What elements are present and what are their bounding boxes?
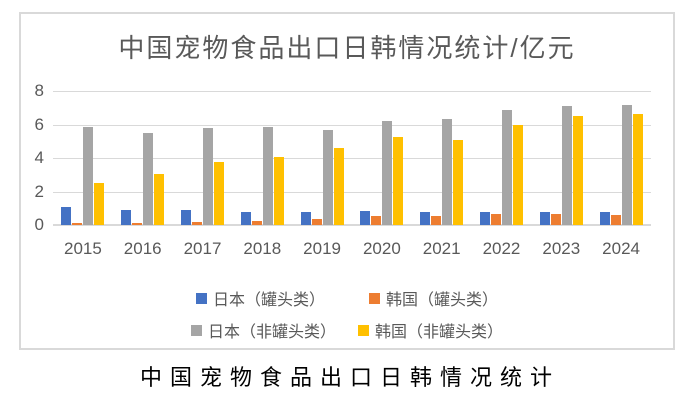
bar xyxy=(273,157,284,225)
bar xyxy=(202,127,213,225)
y-axis-tick-label: 8 xyxy=(34,81,44,100)
legend: 日本（罐头类） 韩国（罐头类） 日本（非罐头类） 韩国（非罐头类） xyxy=(21,286,673,342)
bar-group-2018 xyxy=(232,91,292,225)
bar xyxy=(360,210,371,225)
bar xyxy=(371,215,382,225)
bar xyxy=(132,222,143,225)
chart-caption: 中国宠物食品出口日韩情况统计 xyxy=(139,365,560,390)
bar xyxy=(72,223,83,225)
bar xyxy=(240,211,251,225)
bar xyxy=(442,119,453,225)
x-axis-tick-label: 2016 xyxy=(123,239,162,258)
gridline xyxy=(53,91,651,92)
bar xyxy=(431,215,442,225)
chart-title: 中国宠物食品出口日韩情况统计/亿元 xyxy=(118,33,576,63)
y-axis-tick-label: 6 xyxy=(34,114,44,134)
bar xyxy=(599,212,610,225)
bar-group-2021 xyxy=(412,91,472,225)
bar xyxy=(420,211,431,225)
y-axis-tick-label: 0 xyxy=(34,215,44,234)
x-axis-tick-label: 2022 xyxy=(482,239,521,258)
bar xyxy=(490,214,501,225)
x-axis-line xyxy=(53,224,651,226)
bar xyxy=(154,173,165,225)
bar xyxy=(121,209,132,225)
legend-item: 韩国（非罐头类） xyxy=(358,318,503,342)
legend-item: 日本（罐头类） xyxy=(195,286,325,310)
bar xyxy=(453,139,464,225)
bar xyxy=(501,110,512,225)
x-axis-tick-label: 2024 xyxy=(602,239,640,258)
x-axis-labels: 2015 2016 2017 2018 2019 2020 2021 2022 2023 2024 xyxy=(53,239,651,259)
bar xyxy=(539,211,550,225)
x-axis-tick-label: 2017 xyxy=(183,239,222,258)
bar xyxy=(180,209,191,225)
x-axis-tick-label: 2018 xyxy=(243,239,282,258)
bar xyxy=(610,214,621,225)
bar-group-2017 xyxy=(173,91,233,225)
bar-group-2024 xyxy=(591,91,651,225)
bar xyxy=(213,162,224,225)
gridline xyxy=(53,158,651,159)
bar xyxy=(251,220,262,225)
bar-group-2019 xyxy=(292,91,352,225)
bar-group-2020 xyxy=(352,91,412,225)
bar-group-2023 xyxy=(531,91,591,225)
bar xyxy=(311,219,322,225)
plot-area: 0 2 4 6 8 2015 2016 2017 2018 2019 2020 2021 2022 202… xyxy=(35,82,651,258)
bar xyxy=(61,206,72,225)
bar xyxy=(300,211,311,225)
legend-swatch-icon xyxy=(190,324,202,336)
bar-group-2016 xyxy=(113,91,173,225)
bar xyxy=(191,221,202,225)
bar xyxy=(382,121,393,225)
x-axis-tick-label: 2023 xyxy=(542,239,581,258)
gridline xyxy=(53,124,651,126)
legend-label: 韩国（罐头类） xyxy=(386,292,499,309)
bar xyxy=(94,183,105,225)
bar xyxy=(512,124,523,225)
bar xyxy=(479,212,490,225)
bar-group-2015 xyxy=(53,91,113,225)
legend-item: 韩国（罐头类） xyxy=(369,286,498,310)
bar xyxy=(322,130,333,225)
legend-swatch-icon xyxy=(195,292,207,304)
gridline xyxy=(53,191,651,193)
bar xyxy=(572,116,583,225)
legend-row: 日本（罐头类） 韩国（罐头类） xyxy=(195,286,498,310)
bar xyxy=(393,137,404,225)
bar-group-2022 xyxy=(472,91,532,225)
bar xyxy=(632,113,643,225)
legend-label: 日本（非罐头类） xyxy=(207,324,336,341)
bar xyxy=(550,214,561,225)
bar xyxy=(561,106,572,225)
legend-label: 日本（罐头类） xyxy=(212,292,325,309)
x-axis-tick-label: 2019 xyxy=(303,239,341,258)
bar xyxy=(333,147,344,225)
y-axis-tick-label: 2 xyxy=(34,181,44,201)
legend-swatch-icon xyxy=(369,292,380,304)
legend-item: 日本（非罐头类） xyxy=(190,318,336,342)
chart-frame: 中国宠物食品出口日韩情况统计/亿元 0 2 4 6 8 2015 2016 2017 2018 2… xyxy=(19,12,675,350)
legend-label: 韩国（非罐头类） xyxy=(375,324,504,341)
legend-row: 日本（非罐头类） 韩国（非罐头类） xyxy=(190,318,503,342)
x-axis-tick-label: 2021 xyxy=(422,239,461,258)
bar xyxy=(83,127,94,225)
bar xyxy=(262,127,273,225)
bar xyxy=(143,132,154,225)
x-axis-tick-label: 2020 xyxy=(362,239,401,258)
bars-row xyxy=(53,91,651,225)
legend-swatch-icon xyxy=(358,324,369,336)
y-axis-tick-label: 4 xyxy=(34,148,44,167)
bar xyxy=(621,105,632,225)
x-axis-tick-label: 2015 xyxy=(63,239,102,258)
